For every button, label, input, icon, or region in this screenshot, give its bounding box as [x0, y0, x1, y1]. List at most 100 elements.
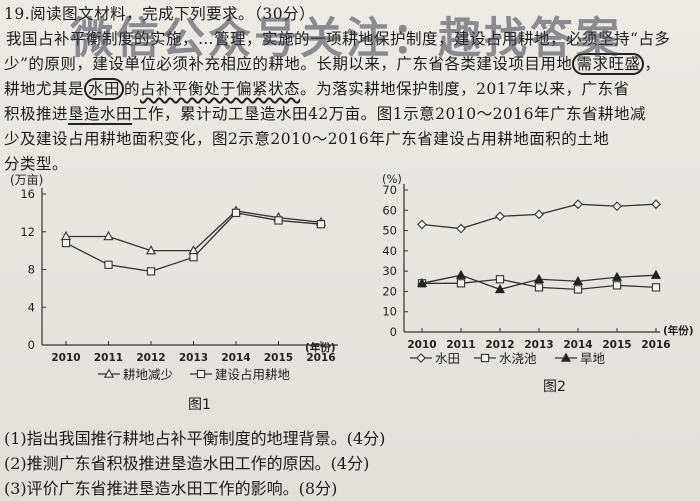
data-point: [104, 260, 113, 269]
x-axis-label: (年份): [663, 324, 694, 337]
x-axis-label: (年份): [305, 341, 336, 354]
data-point: [612, 281, 622, 290]
watermark-text: 微信公众号关注：趣找答案: [70, 14, 622, 64]
legend-label: 水田: [435, 351, 460, 366]
x-tick-label: 2011: [94, 352, 123, 364]
passage-line-6: 少及建设占用耕地面积变化，图2示意2010～2016年广东省建设占用耕地面积的土…: [4, 130, 610, 148]
passage-text: ，: [644, 55, 661, 73]
x-tick-label: 2014: [563, 339, 592, 351]
circled-demand-phrase: 需求旺盛: [572, 53, 645, 75]
data-point: [611, 271, 623, 281]
data-point: [495, 275, 505, 284]
data-point: [534, 209, 544, 220]
passage-line-7: 分类型。: [4, 155, 69, 173]
data-point: [495, 211, 505, 222]
x-tick-label: 2013: [524, 339, 553, 351]
legend-label: 耕地减少: [123, 367, 173, 382]
passage-text: 耕地尤其是: [4, 80, 85, 98]
x-tick-label: 2016: [306, 352, 335, 364]
figure-1-caption: 图1: [188, 397, 211, 413]
data-point: [534, 283, 544, 292]
data-point: [417, 219, 427, 230]
data-point: [651, 283, 661, 292]
data-point: [573, 285, 583, 294]
data-point: [456, 223, 466, 234]
legend-marker: [560, 352, 572, 362]
data-point: [455, 269, 467, 279]
data-point: [651, 199, 661, 210]
figure-1-chart: 0 4 8 12 16 2010 2011 2012 2013 2014 2015 2016 (万亩) (…: [10, 172, 338, 382]
data-point: [231, 208, 241, 218]
legend-label: 水浇池: [499, 351, 537, 366]
passage-text: 的: [124, 80, 141, 98]
passage-text: 。为落实耕地保护制度，2017年以来，广东省: [300, 80, 630, 98]
data-point: [494, 283, 506, 294]
y-tick-label: 70: [382, 183, 397, 197]
data-point: [572, 275, 584, 285]
passage-line-3: 少”的原则，建设单位必须补充相应的耕地。长期以来，广东省各类建设项目用地 需求旺盛…: [4, 52, 694, 77]
data-point: [146, 267, 156, 276]
passage-text: 积极推进: [4, 105, 69, 123]
y-tick-label: 0: [390, 325, 397, 339]
figure-2-chart: 0 10 20 30 40 50 60 70 2010 2011 2012 2013 2014 2015 2…: [382, 172, 694, 366]
passage-line-1: 19.阅读图文材料，完成下列要求。（30分）: [4, 5, 316, 23]
y-tick-label: 12: [20, 225, 35, 239]
x-tick-label: 2015: [602, 339, 631, 351]
x-tick-label: 2015: [264, 352, 293, 364]
y-tick-label: 10: [382, 305, 397, 319]
y-tick-label: 20: [382, 284, 397, 298]
y-unit-label: (万亩): [10, 172, 43, 187]
y-tick-label: 0: [28, 338, 35, 352]
x-tick-label: 2010: [51, 352, 80, 364]
y-tick-label: 8: [28, 263, 35, 277]
circled-paddy-word: 水田: [84, 78, 125, 100]
underlined-balance-phrase: 占补平衡处于偏紧状态: [140, 80, 301, 98]
passage-line-5: 积极推进垦造水田工作，累计动工垦造水田42万亩。图1示意2010～2016年广东…: [4, 102, 694, 127]
x-tick-label: 2012: [136, 352, 165, 364]
y-tick-label: 4: [28, 300, 35, 314]
legend-marker: [196, 369, 206, 379]
y-tick-label: 16: [20, 187, 35, 201]
data-point: [456, 279, 466, 288]
legend-marker: [103, 368, 115, 378]
passage-text: 少”的原则，建设单位必须补充相应的耕地。长期以来，广东省各类建设项目用地: [4, 55, 573, 73]
series-line: [66, 210, 322, 252]
question-2: (2)推测广东省积极推进垦造水田工作的原因。(4分): [4, 454, 370, 473]
question-1: (1)指出我国推行耕地占补平衡制度的地理背景。(4分): [4, 429, 386, 448]
data-point: [189, 253, 198, 262]
x-tick-label: 2012: [485, 339, 514, 351]
data-point: [650, 269, 662, 279]
data-point: [416, 277, 428, 288]
questions: (1)指出我国推行耕地占补平衡制度的地理背景。(4分) (2)推测广东省积极推进…: [4, 426, 694, 501]
data-point: [274, 216, 283, 225]
series-line: [65, 212, 322, 273]
x-tick-label: 2014: [221, 352, 250, 364]
data-point: [103, 230, 114, 241]
y-unit-label: (%): [382, 172, 402, 186]
x-tick-label: 2010: [407, 339, 436, 351]
data-point: [316, 220, 326, 229]
y-tick-label: 50: [382, 224, 397, 238]
legend-marker: [480, 353, 490, 363]
data-point: [61, 238, 71, 248]
data-point: [145, 245, 157, 255]
x-tick-label: 2011: [446, 339, 475, 351]
data-point: [533, 273, 545, 283]
passage-text: 工作，累计动工垦造水田42万亩。图1示意2010～2016年广东省耕地减: [132, 105, 647, 123]
data-point: [612, 201, 622, 212]
legend-label: 建设占用耕地: [215, 367, 291, 382]
underlined-reclaim-phrase: 垦造水田: [68, 105, 133, 125]
data-point: [573, 199, 583, 210]
legend-label: 旱地: [580, 351, 606, 366]
passage: 19.阅读图文材料，完成下列要求。（30分） 我国占补平衡制度的实施，…管理，实…: [4, 2, 694, 177]
y-tick-label: 60: [382, 203, 397, 217]
question-3: (3)评价广东省推进垦造水田工作的影响。(8分): [4, 479, 338, 498]
y-tick-label: 40: [382, 244, 397, 258]
figure-2-caption: 图2: [543, 379, 566, 395]
passage-line-2: 我国占补平衡制度的实施，…管理，实施的一项耕地保护制度，建设占用耕地，必须坚持“…: [6, 30, 671, 48]
legend-marker: [416, 353, 426, 363]
x-tick-label: 2016: [641, 339, 670, 351]
x-tick-label: 2013: [179, 352, 208, 364]
passage-line-4: 耕地尤其是 水田 的占补平衡处于偏紧状态。为落实耕地保护制度，2017年以来，广东省: [4, 77, 694, 102]
